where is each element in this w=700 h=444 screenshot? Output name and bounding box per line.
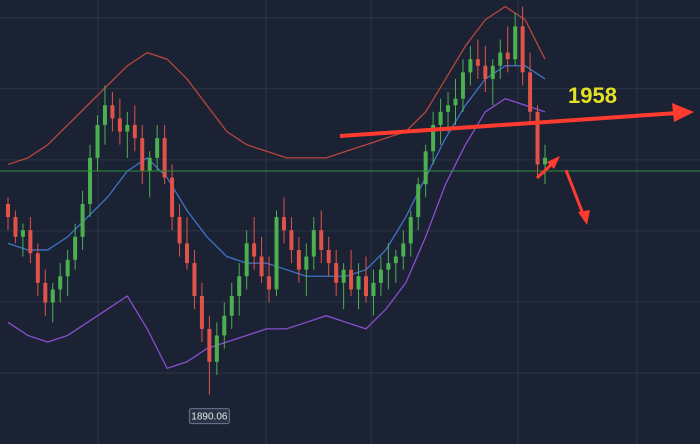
candle-body bbox=[6, 203, 10, 218]
candle-body bbox=[192, 263, 197, 296]
candle-body bbox=[513, 26, 518, 60]
candle-body bbox=[438, 111, 443, 125]
candle-body bbox=[274, 217, 279, 290]
candle-body bbox=[378, 269, 383, 283]
candle-body bbox=[460, 72, 465, 99]
candle-body bbox=[50, 289, 55, 303]
rebound-arrow bbox=[535, 156, 560, 180]
candle-body bbox=[535, 111, 540, 165]
candle-body bbox=[88, 157, 93, 204]
candle-body bbox=[244, 243, 249, 277]
candle-body bbox=[13, 217, 18, 237]
candle-body bbox=[140, 138, 145, 172]
candle-body bbox=[155, 138, 160, 158]
candle-body bbox=[58, 276, 63, 290]
candle-body bbox=[520, 26, 525, 73]
candle-body bbox=[162, 138, 167, 178]
candle-body bbox=[110, 105, 115, 119]
candle-body bbox=[431, 124, 436, 152]
candle-body bbox=[341, 269, 346, 283]
trend-arrow-up bbox=[339, 103, 694, 138]
candle-body bbox=[543, 157, 547, 165]
candle-body bbox=[505, 52, 510, 60]
candle-body bbox=[95, 124, 100, 158]
bollinger-upper-line bbox=[7, 5, 546, 166]
candle-body bbox=[207, 328, 212, 362]
candle-body bbox=[475, 59, 480, 66]
candle-body bbox=[125, 124, 130, 132]
candle-body bbox=[222, 315, 227, 336]
candle-body bbox=[334, 263, 339, 283]
candle-body bbox=[446, 105, 451, 112]
candle-body bbox=[35, 253, 40, 283]
candle-body bbox=[237, 276, 242, 296]
candle-body bbox=[20, 230, 25, 237]
candle-body bbox=[252, 243, 257, 257]
drop-arrow bbox=[564, 169, 590, 225]
candle-body bbox=[199, 296, 204, 329]
candles bbox=[6, 6, 547, 395]
candle-body bbox=[304, 256, 309, 270]
candle-body bbox=[356, 276, 361, 290]
candle-body bbox=[326, 249, 331, 264]
bollinger-lower-line bbox=[7, 97, 546, 370]
candle-body bbox=[364, 276, 368, 296]
candle-body bbox=[401, 243, 406, 257]
candle-body bbox=[102, 105, 107, 125]
low-price-label: 1890.06 bbox=[191, 412, 228, 423]
candle-body bbox=[468, 59, 473, 73]
candle-body bbox=[386, 263, 391, 270]
candle-body bbox=[371, 282, 376, 296]
candle-body bbox=[117, 118, 122, 132]
candle-body bbox=[483, 65, 488, 79]
candle-body bbox=[281, 217, 286, 231]
candle-body bbox=[214, 335, 219, 362]
candle-body bbox=[177, 217, 182, 244]
candle-body bbox=[170, 177, 175, 218]
candle-body bbox=[80, 203, 85, 237]
candle-body bbox=[311, 230, 316, 257]
candle-body bbox=[349, 269, 354, 290]
candle-body bbox=[65, 259, 70, 277]
candle-body bbox=[147, 157, 152, 172]
candle-body bbox=[408, 217, 413, 244]
candle-body bbox=[453, 98, 458, 106]
candle-body bbox=[423, 151, 428, 185]
candle-body bbox=[393, 256, 398, 264]
candle-body bbox=[259, 256, 264, 277]
low-price-tag: 1890.06 bbox=[188, 408, 230, 425]
candle-body bbox=[289, 230, 294, 250]
candle-body bbox=[319, 230, 324, 250]
candle-body bbox=[185, 243, 189, 264]
candle-body bbox=[43, 282, 48, 303]
candle-body bbox=[73, 236, 78, 260]
candle-body bbox=[267, 276, 272, 290]
level-label: 1958 bbox=[568, 83, 617, 108]
candle-body bbox=[28, 230, 33, 254]
candle-body bbox=[490, 65, 495, 79]
candle-body bbox=[416, 184, 421, 218]
candle-body bbox=[528, 72, 533, 112]
candle-body bbox=[296, 249, 301, 270]
candle-body bbox=[498, 52, 503, 66]
candle-body bbox=[132, 124, 137, 139]
candle-body bbox=[229, 296, 234, 316]
